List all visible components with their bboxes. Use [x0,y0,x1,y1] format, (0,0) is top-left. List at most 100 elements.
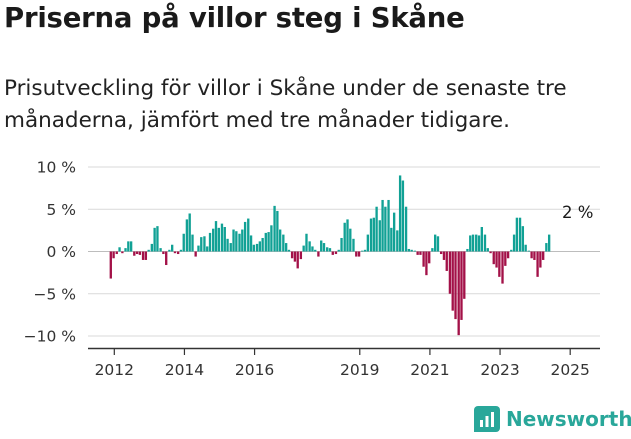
bar [176,251,180,255]
bar [498,251,501,277]
bar [282,234,285,252]
bar [504,251,507,266]
bar [486,248,489,252]
bar [475,234,478,252]
y-tick-label: 0 % [46,243,76,261]
bar [401,180,405,252]
bar [212,228,215,252]
bar [141,251,145,260]
y-tick-label: −10 % [24,328,76,346]
bar [524,244,527,252]
bar [480,227,483,252]
bar [290,251,294,259]
bar [439,251,443,255]
bar [305,233,308,252]
bar [258,241,262,252]
bar [273,205,276,252]
bar [249,235,253,252]
bar [407,248,411,252]
bar [311,246,314,252]
bar [182,233,185,252]
bar [241,229,244,252]
bar [171,244,174,252]
bar [308,241,311,252]
bar [153,227,156,252]
bar [232,229,235,252]
bar [109,251,112,279]
bar [276,210,279,252]
bar [185,219,189,252]
bar [547,234,551,252]
bar [425,251,428,276]
bar [448,251,452,294]
bar [144,251,148,260]
chart-subtitle: Prisutveckling för villor i Skåne under … [4,76,567,133]
bar [466,248,469,252]
bar [287,249,291,252]
bar [220,223,224,252]
bar [483,234,487,252]
bar [404,206,408,252]
bar [477,235,481,252]
bar [188,213,191,252]
bar [515,217,519,252]
x-axis: 2012 2014 2016 2019 2021 2023 2025 [88,347,600,379]
bar [284,243,288,252]
bar [112,251,115,259]
bar [331,251,334,255]
bar [454,251,457,320]
bar [410,249,413,252]
bar [150,243,153,252]
bar [357,251,361,257]
bar [349,228,352,252]
bar [545,243,548,252]
bar [247,218,250,252]
chart-title: Priserna på villor steg i Skåne [4,2,465,34]
bar [147,249,150,252]
bar [203,236,206,252]
bar [165,251,168,266]
bar [512,234,516,252]
bar [445,251,448,271]
bar [159,248,162,252]
y-tick-label: 10 % [37,159,76,177]
bar [343,222,346,252]
y-axis: 10 % 5 % 0 % −5 % −10 % [24,159,76,346]
y-tick-label: −5 % [33,285,76,303]
bar [191,234,194,252]
y-tick-label: 5 % [46,201,76,219]
bar-chart: 10 % 5 % 0 % −5 % −10 % 2012 2014 2016 2019 2021… [24,159,600,379]
bar [293,251,297,262]
bar [501,251,504,284]
bar [419,251,422,255]
bar [124,248,127,252]
bar [217,227,220,252]
bar [434,234,437,252]
bar [322,243,326,252]
bar [267,232,270,252]
bar [133,251,136,256]
bar [317,251,320,257]
bar [457,251,460,336]
bar [299,251,303,260]
bar [416,251,419,255]
bar [469,235,472,252]
bar [510,249,513,252]
bar [471,234,475,252]
bar [340,237,343,252]
bar [194,251,197,257]
bar [375,206,378,252]
bar [431,248,434,252]
bar [355,251,358,257]
bar [168,249,171,252]
bar [384,206,387,252]
bar [173,251,177,254]
bar [521,226,525,252]
newsworthy-chart-icon [474,406,500,432]
bar [208,232,212,252]
bar [156,226,159,252]
bar [530,251,533,259]
bar [506,251,510,259]
bar [223,227,226,252]
bar [270,225,273,252]
